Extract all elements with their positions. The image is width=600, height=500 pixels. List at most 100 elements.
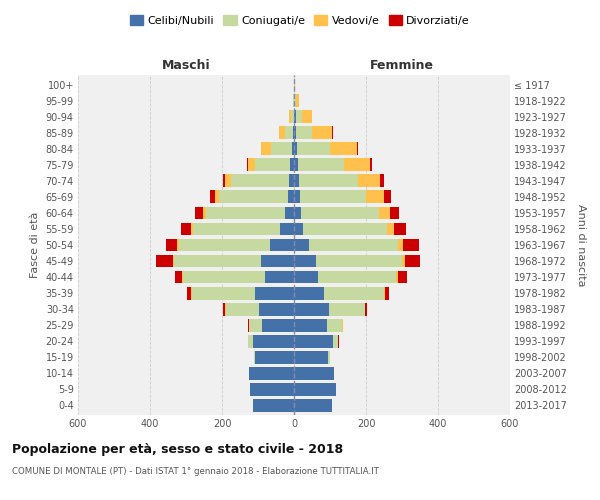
Bar: [398, 238, 403, 252]
Bar: [182, 270, 183, 283]
Bar: [294, 238, 309, 252]
Bar: [269, 238, 294, 252]
Bar: [192, 286, 255, 300]
Bar: [380, 174, 385, 188]
Bar: [248, 158, 255, 171]
Bar: [223, 302, 225, 316]
Bar: [292, 142, 294, 155]
Bar: [253, 399, 294, 412]
Bar: [294, 302, 329, 316]
Bar: [183, 270, 265, 283]
Bar: [181, 222, 191, 235]
Bar: [294, 142, 297, 155]
Bar: [294, 367, 334, 380]
Text: Popolazione per età, sesso e stato civile - 2018: Popolazione per età, sesso e stato civil…: [12, 442, 343, 456]
Bar: [193, 222, 280, 235]
Text: Maschi: Maschi: [161, 59, 211, 72]
Bar: [294, 78, 295, 91]
Bar: [174, 254, 261, 268]
Bar: [211, 190, 215, 203]
Bar: [290, 158, 294, 171]
Bar: [301, 206, 379, 220]
Bar: [302, 222, 387, 235]
Bar: [173, 254, 174, 268]
Bar: [327, 319, 342, 332]
Bar: [296, 110, 302, 123]
Bar: [294, 94, 296, 107]
Bar: [294, 158, 298, 171]
Bar: [294, 383, 337, 396]
Bar: [294, 351, 328, 364]
Bar: [298, 158, 344, 171]
Bar: [385, 190, 391, 203]
Bar: [357, 142, 358, 155]
Bar: [265, 270, 294, 283]
Bar: [328, 351, 329, 364]
Bar: [178, 238, 179, 252]
Bar: [191, 286, 192, 300]
Bar: [330, 142, 357, 155]
Bar: [248, 319, 262, 332]
Bar: [219, 190, 288, 203]
Bar: [370, 158, 373, 171]
Bar: [285, 126, 293, 139]
Bar: [333, 335, 338, 347]
Bar: [297, 142, 330, 155]
Bar: [223, 174, 225, 188]
Bar: [259, 302, 294, 316]
Bar: [249, 367, 294, 380]
Bar: [179, 238, 269, 252]
Bar: [247, 158, 248, 171]
Bar: [278, 126, 285, 139]
Bar: [293, 94, 294, 107]
Bar: [294, 335, 333, 347]
Bar: [296, 94, 299, 107]
Bar: [319, 270, 396, 283]
Bar: [293, 126, 294, 139]
Bar: [294, 126, 296, 139]
Bar: [226, 302, 259, 316]
Bar: [294, 254, 316, 268]
Bar: [206, 206, 286, 220]
Bar: [316, 254, 402, 268]
Bar: [292, 110, 293, 123]
Bar: [403, 238, 419, 252]
Bar: [289, 110, 292, 123]
Bar: [294, 174, 299, 188]
Bar: [196, 206, 203, 220]
Bar: [294, 190, 300, 203]
Bar: [261, 142, 271, 155]
Bar: [387, 222, 394, 235]
Bar: [396, 270, 398, 283]
Bar: [248, 335, 253, 347]
Bar: [367, 190, 385, 203]
Bar: [215, 190, 219, 203]
Bar: [255, 286, 294, 300]
Bar: [175, 270, 182, 283]
Bar: [358, 174, 380, 188]
Bar: [294, 319, 327, 332]
Y-axis label: Fasce di età: Fasce di età: [30, 212, 40, 278]
Bar: [405, 254, 420, 268]
Bar: [250, 383, 294, 396]
Bar: [344, 158, 370, 171]
Bar: [255, 351, 294, 364]
Bar: [261, 254, 294, 268]
Bar: [262, 319, 294, 332]
Bar: [166, 238, 178, 252]
Bar: [294, 270, 319, 283]
Bar: [230, 174, 289, 188]
Bar: [296, 126, 312, 139]
Bar: [288, 190, 294, 203]
Bar: [255, 158, 290, 171]
Bar: [286, 206, 294, 220]
Bar: [294, 399, 332, 412]
Bar: [302, 110, 313, 123]
Bar: [294, 222, 302, 235]
Bar: [254, 351, 255, 364]
Bar: [157, 254, 173, 268]
Bar: [271, 142, 292, 155]
Bar: [187, 286, 191, 300]
Bar: [299, 174, 358, 188]
Bar: [312, 126, 332, 139]
